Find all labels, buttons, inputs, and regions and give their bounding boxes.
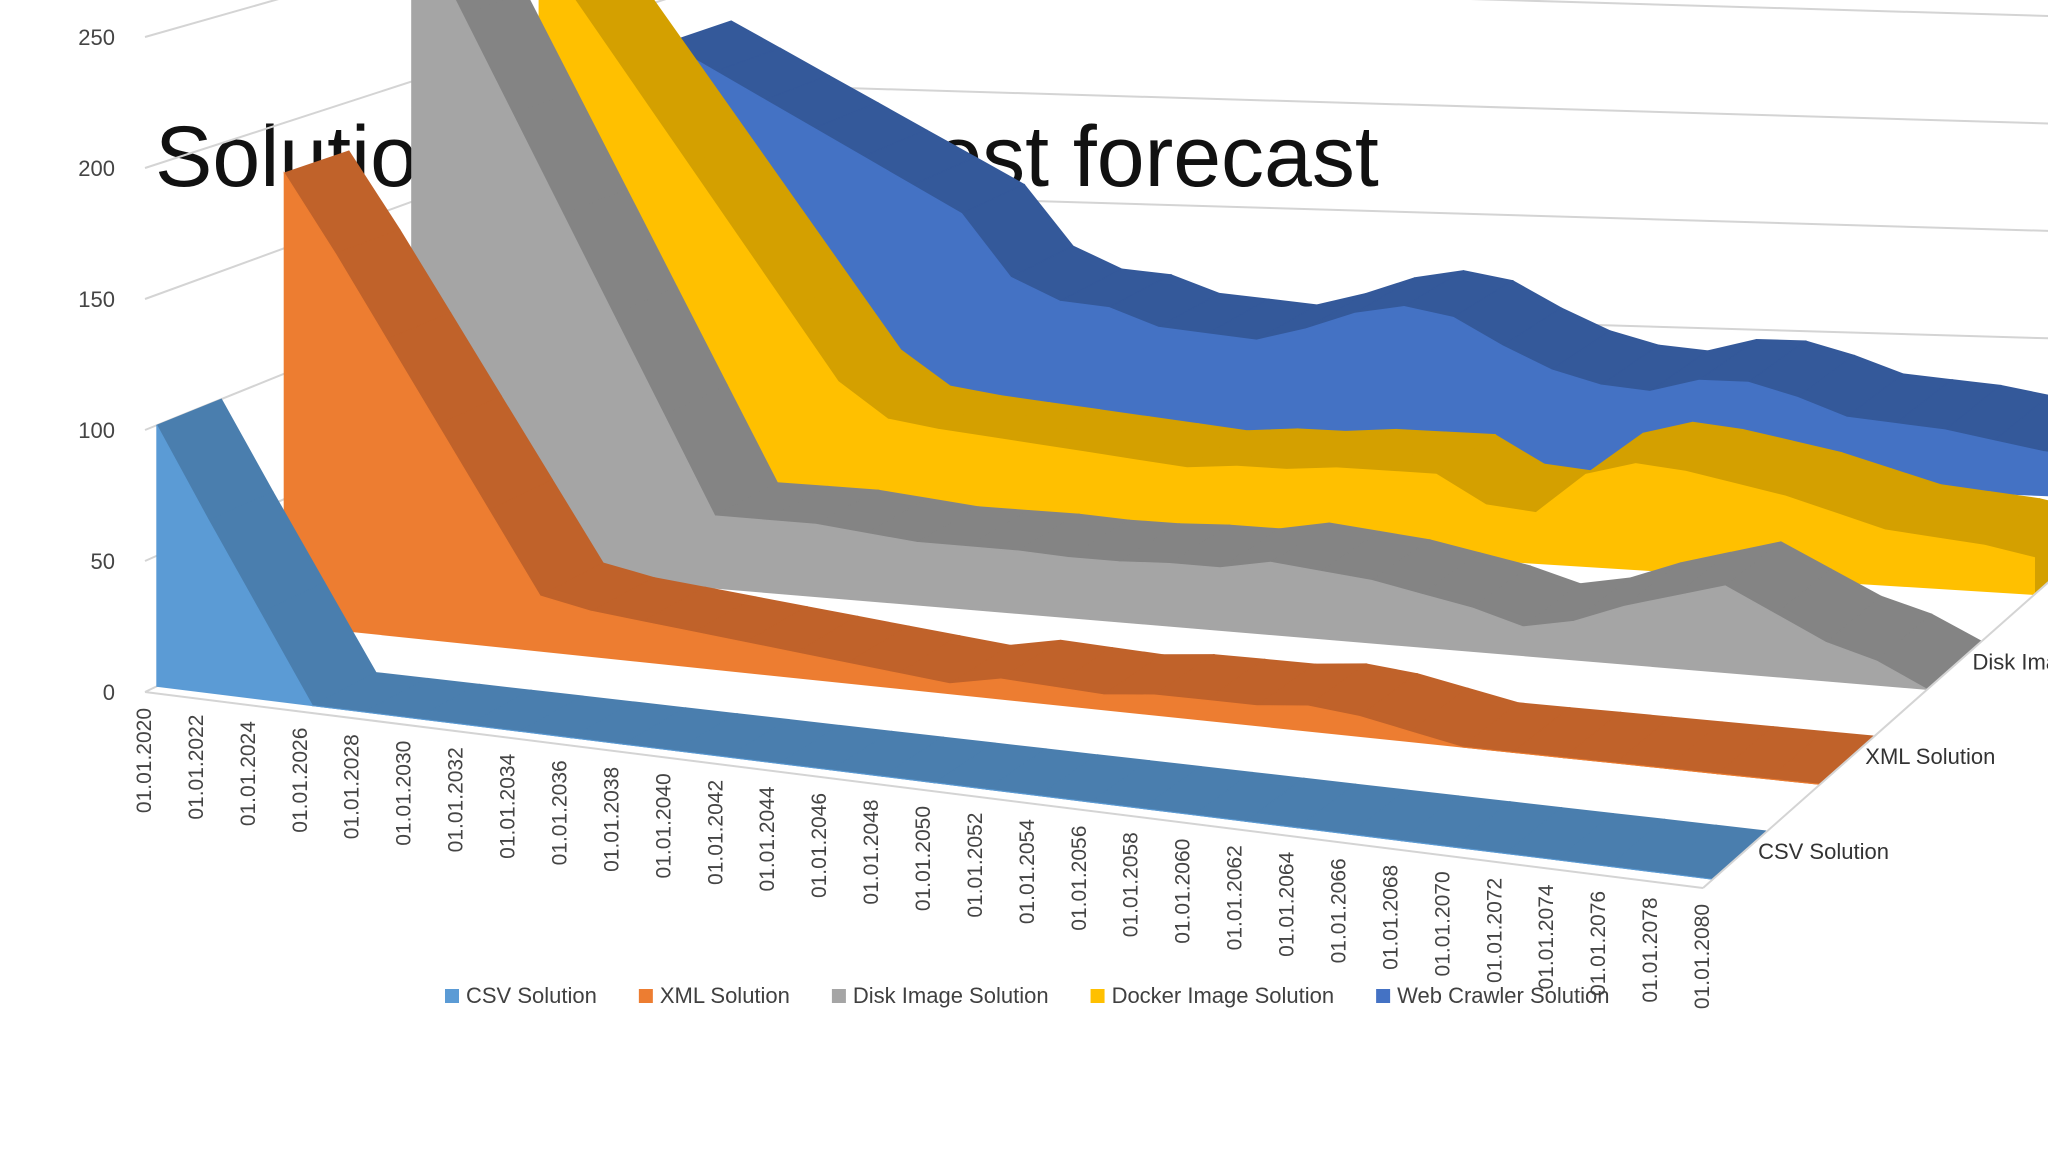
x-tick-label: 01.01.2032 <box>445 747 468 852</box>
y-tick-label: 200 <box>78 156 115 181</box>
series-top-segment <box>454 0 508 15</box>
x-tick-label: 01.01.2058 <box>1120 832 1143 937</box>
x-tick-label: 01.01.2076 <box>1587 891 1610 996</box>
series-area <box>538 0 2035 596</box>
series-depth-label: CSV Solution <box>1758 839 1889 864</box>
x-tick-label: 01.01.2074 <box>1535 884 1558 989</box>
x-tick-label: 01.01.2040 <box>652 773 675 878</box>
series-area <box>283 171 1821 785</box>
x-tick-label: 01.01.2078 <box>1639 897 1662 1002</box>
legend-item: CSV Solution <box>445 983 597 1008</box>
x-tick-label: 01.01.2036 <box>548 760 571 865</box>
x-tick-label: 01.01.2050 <box>912 806 935 911</box>
y-tick-label: 250 <box>78 25 115 50</box>
legend-item: Disk Image Solution <box>831 983 1049 1008</box>
y-tick-label: 0 <box>103 680 115 705</box>
series-area <box>411 0 1928 690</box>
y-tick-label: 50 <box>91 549 115 574</box>
legend-swatch <box>1090 989 1105 1003</box>
series-xml-solution <box>283 150 1876 785</box>
legend-swatch <box>1376 989 1391 1003</box>
legend-label: CSV Solution <box>466 983 597 1008</box>
x-tick-label: 01.01.2060 <box>1172 839 1195 944</box>
series-end-cap <box>2034 545 2048 595</box>
legend-label: Web Crawler Solution <box>1397 983 1609 1008</box>
x-tick-label: 01.01.2062 <box>1224 845 1247 950</box>
series-csv-solution <box>156 398 1769 880</box>
x-tick-label: 01.01.2044 <box>756 786 779 891</box>
x-tick-label: 01.01.2056 <box>1068 826 1091 931</box>
series-disk-image-solution <box>411 0 1983 691</box>
x-tick-label: 01.01.2052 <box>964 813 987 918</box>
legend-item: Web Crawler Solution <box>1376 983 1609 1008</box>
chart-axes: 0 50 100 150 200 250 01.01.2020 01.01.2022 01.01… <box>78 25 2048 1009</box>
x-tick-label: 01.01.2054 <box>1016 819 1039 924</box>
series-top-segment <box>2042 446 2048 453</box>
series-depth-label: XML Solution <box>1865 744 1995 769</box>
chart-legend: CSV Solution XML Solution Disk Image Solut… <box>445 983 1609 1008</box>
x-tick-label: 01.01.2072 <box>1483 878 1506 983</box>
x-tick-label: 01.01.2068 <box>1379 865 1402 970</box>
y-tick-label: 100 <box>78 418 115 443</box>
chart-series <box>156 0 2048 880</box>
legend-label: XML Solution <box>660 983 790 1008</box>
x-tick-label: 01.01.2048 <box>860 799 883 904</box>
series-web-crawler-solution <box>665 20 2048 497</box>
series-docker-image-solution <box>538 0 2048 596</box>
x-tick-label: 01.01.2020 <box>133 708 156 813</box>
x-tick-label: 01.01.2026 <box>289 728 312 833</box>
x-axis-line <box>144 691 1704 889</box>
legend-label: Disk Image Solution <box>853 983 1049 1008</box>
depth-axis-line <box>1702 581 2048 889</box>
x-tick-label: 01.01.2022 <box>185 715 208 820</box>
x-tick-label: 01.01.2080 <box>1691 904 1714 1009</box>
x-tick-label: 01.01.2034 <box>497 753 520 858</box>
series-area <box>666 42 2048 497</box>
x-tick-label: 01.01.2046 <box>808 793 831 898</box>
x-tick-label: 01.01.2030 <box>393 741 416 846</box>
x-tick-label: 01.01.2066 <box>1327 858 1350 963</box>
x-tick-label: 01.01.2024 <box>237 721 260 826</box>
legend-item: Docker Image Solution <box>1090 983 1335 1008</box>
x-tick-label: 01.01.2064 <box>1276 851 1299 956</box>
series-top-segment <box>574 0 653 21</box>
x-tick-label: 01.01.2028 <box>341 734 364 839</box>
legend-swatch <box>831 989 846 1003</box>
x-tick-label: 01.01.2042 <box>704 780 727 885</box>
legend-swatch <box>638 989 653 1003</box>
legend-swatch <box>445 989 459 1003</box>
y-tick-label: 150 <box>78 287 115 312</box>
x-tick-label: 01.01.2070 <box>1431 871 1454 976</box>
legend-item: XML Solution <box>638 983 790 1008</box>
legend-label: Docker Image Solution <box>1112 983 1335 1008</box>
series-depth-label: Disk Image Solution <box>1972 649 2048 674</box>
series-area <box>156 424 1713 880</box>
x-tick-label: 01.01.2038 <box>600 767 623 872</box>
gridline <box>144 0 2048 169</box>
